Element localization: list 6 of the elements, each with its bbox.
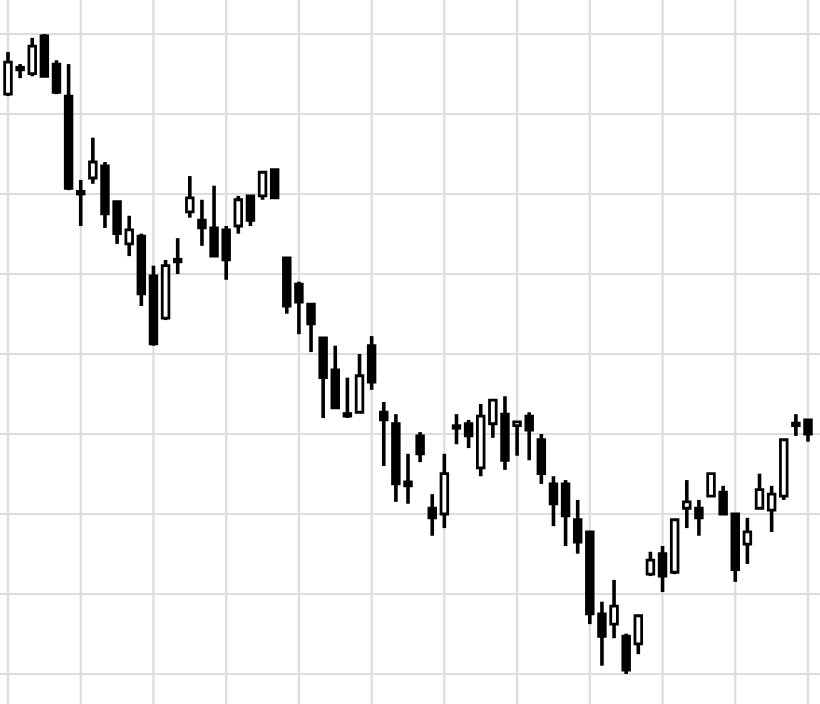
candlestick [536,432,547,486]
candlestick [379,400,389,468]
candlestick [172,236,183,276]
candlestick [415,430,425,464]
candlestick [185,174,195,220]
candlestick [76,178,86,228]
